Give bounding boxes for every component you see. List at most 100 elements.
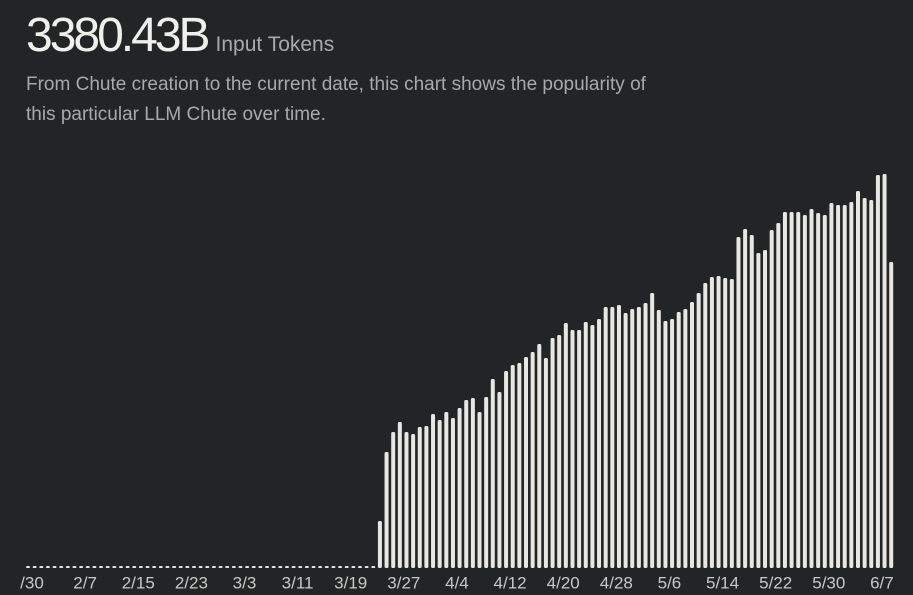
bar bbox=[663, 321, 668, 568]
bar bbox=[862, 198, 867, 568]
bar bbox=[557, 335, 562, 568]
bar bbox=[563, 323, 568, 568]
bar bbox=[749, 235, 754, 568]
bar bbox=[26, 566, 30, 568]
bar bbox=[192, 566, 196, 568]
bar bbox=[603, 307, 608, 568]
x-tick-label: 3/27 bbox=[387, 573, 420, 592]
x-tick-label: 5/14 bbox=[706, 573, 739, 592]
bar bbox=[849, 202, 854, 568]
bar bbox=[842, 205, 847, 568]
bar bbox=[85, 566, 90, 568]
description: From Chute creation to the current date,… bbox=[26, 74, 646, 125]
bar bbox=[537, 344, 542, 568]
bar bbox=[331, 566, 336, 568]
bar bbox=[889, 262, 894, 568]
bar bbox=[391, 432, 396, 568]
bar bbox=[670, 319, 675, 568]
bar bbox=[676, 312, 681, 568]
x-tick-label: 4/4 bbox=[445, 573, 469, 592]
bar bbox=[444, 412, 449, 568]
bar bbox=[132, 566, 137, 568]
bar bbox=[138, 566, 143, 568]
bar bbox=[59, 566, 64, 568]
bar bbox=[165, 566, 170, 568]
x-tick-label: 3/19 bbox=[334, 573, 367, 592]
bar bbox=[636, 307, 641, 568]
bar bbox=[371, 566, 376, 568]
bar bbox=[782, 212, 787, 568]
bar bbox=[377, 521, 382, 568]
x-tick-label: 4/28 bbox=[600, 573, 633, 592]
bar bbox=[510, 365, 515, 568]
header: 3380.43B Input Tokens bbox=[26, 8, 334, 63]
bar bbox=[517, 363, 522, 568]
bar bbox=[643, 303, 648, 568]
bar bbox=[152, 566, 157, 568]
bar bbox=[245, 566, 250, 568]
bar bbox=[650, 293, 655, 568]
bar bbox=[736, 237, 741, 568]
bar bbox=[597, 319, 602, 568]
bar bbox=[756, 253, 761, 568]
bar bbox=[271, 566, 276, 568]
bar bbox=[703, 283, 708, 568]
bar bbox=[358, 566, 362, 568]
x-tick-label: 2/15 bbox=[122, 573, 155, 592]
x-tick-label: 3/3 bbox=[233, 573, 257, 592]
bar bbox=[709, 277, 714, 568]
bar bbox=[530, 352, 535, 568]
bar bbox=[610, 307, 615, 568]
bar bbox=[397, 422, 402, 568]
bar bbox=[278, 566, 283, 568]
bar bbox=[490, 379, 495, 568]
x-tick-label: 6/7 bbox=[870, 573, 894, 592]
bar bbox=[344, 566, 349, 568]
bar bbox=[118, 566, 123, 568]
bar bbox=[836, 205, 841, 568]
bar bbox=[809, 209, 814, 568]
bar bbox=[225, 566, 230, 568]
headline-value: 3380.43B bbox=[26, 9, 211, 62]
bar bbox=[464, 400, 469, 568]
x-tick-label: 5/22 bbox=[759, 573, 792, 592]
bar bbox=[875, 175, 880, 568]
x-tick-label: 5/30 bbox=[812, 573, 845, 592]
bar bbox=[251, 566, 256, 568]
bar bbox=[763, 250, 768, 568]
bar bbox=[404, 432, 409, 568]
bar bbox=[802, 215, 807, 568]
bar bbox=[743, 229, 748, 568]
bar bbox=[524, 357, 528, 568]
headline-unit: Input Tokens bbox=[215, 33, 335, 56]
bar bbox=[318, 566, 323, 568]
bar bbox=[158, 566, 163, 568]
bar bbox=[39, 566, 44, 568]
bar bbox=[411, 434, 416, 568]
bar bbox=[145, 566, 150, 568]
bar bbox=[583, 322, 588, 568]
bar bbox=[298, 566, 303, 568]
bar bbox=[716, 276, 721, 568]
bar bbox=[198, 566, 203, 568]
bar bbox=[185, 566, 190, 568]
bar bbox=[32, 566, 37, 568]
bar bbox=[205, 566, 210, 568]
bar bbox=[457, 408, 462, 568]
bar bbox=[79, 566, 84, 568]
bar bbox=[796, 212, 801, 568]
bar bbox=[477, 412, 482, 568]
bar bbox=[112, 566, 117, 568]
bar bbox=[424, 426, 429, 568]
bar bbox=[258, 566, 263, 568]
x-tick-label: 4/12 bbox=[494, 573, 527, 592]
bar bbox=[690, 302, 694, 568]
bar bbox=[178, 566, 183, 568]
bar bbox=[231, 566, 236, 568]
bar bbox=[72, 566, 77, 568]
bar bbox=[882, 174, 887, 568]
bar bbox=[304, 566, 309, 568]
bar bbox=[616, 305, 621, 568]
